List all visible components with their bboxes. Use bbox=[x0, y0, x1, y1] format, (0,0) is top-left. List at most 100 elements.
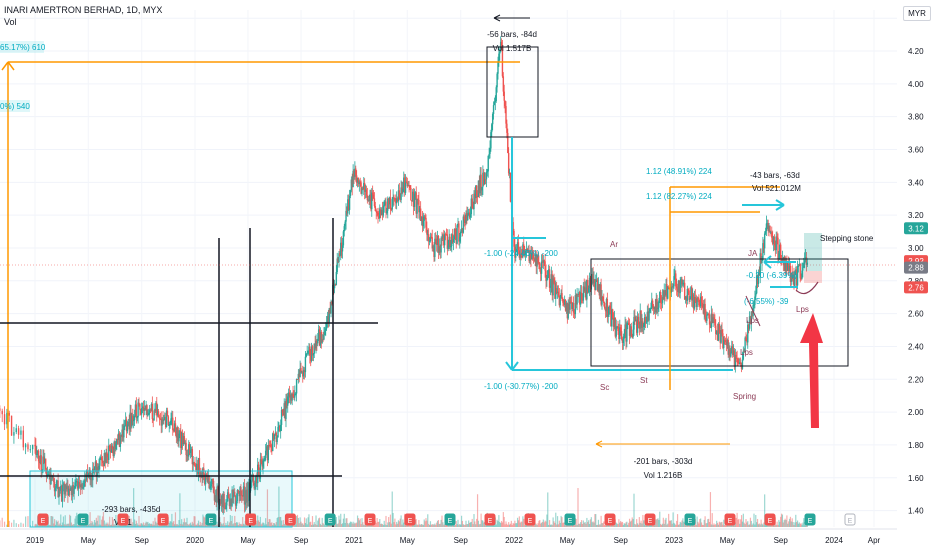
volume-bar bbox=[573, 524, 576, 527]
candle-body bbox=[244, 490, 247, 505]
volume-bar bbox=[265, 518, 267, 527]
candle-body bbox=[356, 177, 359, 183]
y-tick-label: 3.60 bbox=[908, 146, 924, 155]
volume-bar bbox=[776, 521, 778, 527]
volume-bar bbox=[91, 520, 93, 527]
candle-body bbox=[142, 406, 145, 411]
volume-bar bbox=[547, 492, 549, 527]
volume-bar bbox=[500, 523, 502, 527]
candle-body bbox=[660, 302, 663, 304]
candle-body bbox=[403, 177, 405, 190]
price-badge-label: 2.76 bbox=[908, 283, 924, 292]
candle-body bbox=[456, 225, 458, 244]
candle-body bbox=[343, 226, 345, 232]
candle-body bbox=[382, 206, 385, 216]
volume-bar bbox=[554, 522, 556, 527]
candle-body bbox=[136, 417, 138, 419]
volume-bar bbox=[309, 522, 311, 527]
volume-bar bbox=[67, 523, 69, 527]
volume-bar bbox=[635, 524, 637, 527]
volume-bar bbox=[6, 524, 8, 527]
candle-body bbox=[427, 234, 430, 242]
volume-bar bbox=[83, 524, 85, 527]
candle-body bbox=[772, 236, 775, 244]
volume-bar bbox=[578, 523, 580, 527]
candle-body bbox=[200, 473, 202, 476]
candle-body bbox=[391, 199, 393, 210]
candle-body bbox=[722, 333, 724, 348]
volume-bar bbox=[300, 521, 302, 527]
volume-bar bbox=[10, 522, 13, 527]
candle-body bbox=[131, 415, 133, 427]
candle-body bbox=[655, 299, 657, 313]
earnings-marker-label: E bbox=[768, 518, 773, 525]
candle-body bbox=[126, 424, 129, 432]
volume-bar bbox=[279, 516, 281, 527]
candle-body bbox=[387, 198, 389, 211]
candle-body bbox=[696, 298, 698, 307]
volume-bar bbox=[615, 522, 617, 527]
earnings-marker bbox=[37, 513, 49, 526]
volume-bar bbox=[801, 524, 803, 527]
candle-body bbox=[370, 194, 372, 210]
volume-bar bbox=[678, 524, 680, 527]
candle-body bbox=[406, 182, 409, 187]
volume-bar bbox=[580, 522, 582, 527]
volume-bar bbox=[559, 522, 561, 527]
candle-body bbox=[166, 410, 169, 417]
volume-bar bbox=[514, 520, 516, 527]
candle-body bbox=[290, 394, 292, 401]
volume-bar bbox=[507, 524, 509, 527]
volume-bar bbox=[800, 523, 802, 527]
candle-body bbox=[379, 209, 381, 219]
volume-bar bbox=[752, 523, 754, 527]
currency-button[interactable]: MYR bbox=[903, 6, 931, 21]
volume-bar bbox=[315, 515, 317, 527]
volume-bar bbox=[724, 524, 726, 527]
candle-body bbox=[556, 291, 559, 294]
candle-body bbox=[492, 105, 495, 115]
candle-body bbox=[416, 198, 418, 214]
candle-body bbox=[124, 425, 126, 427]
candle-body bbox=[534, 254, 537, 261]
candle-body bbox=[148, 412, 150, 415]
volume-bar bbox=[344, 523, 346, 527]
volume-bar bbox=[478, 524, 480, 527]
candle-body bbox=[569, 301, 571, 310]
candle-body bbox=[190, 448, 193, 450]
volume-bar bbox=[754, 524, 756, 527]
volume-bar bbox=[513, 523, 515, 527]
volume-bar bbox=[322, 522, 324, 527]
candle-body bbox=[726, 339, 729, 346]
candle-body bbox=[764, 231, 767, 234]
volume-bar bbox=[397, 520, 400, 527]
volume-bar bbox=[87, 524, 89, 527]
candle-body bbox=[617, 326, 619, 331]
candle-body bbox=[108, 445, 111, 451]
volume-bar bbox=[22, 523, 24, 527]
volume-bar bbox=[575, 518, 577, 527]
volume-bar bbox=[426, 520, 428, 527]
candle-body bbox=[607, 314, 609, 317]
label-lps: Lps bbox=[740, 348, 753, 357]
candle-body bbox=[171, 417, 173, 419]
earnings-marker-label: E bbox=[368, 518, 373, 525]
volume-bar bbox=[192, 523, 194, 527]
fib-label-bg bbox=[0, 41, 44, 53]
volume-bar bbox=[605, 524, 608, 527]
stepping-stone-loss bbox=[804, 271, 822, 283]
volume-bar bbox=[131, 524, 133, 527]
candle-body bbox=[250, 480, 253, 488]
volume-bar bbox=[438, 523, 440, 527]
candle-body bbox=[454, 228, 457, 237]
candle-body bbox=[575, 295, 577, 305]
candle-body bbox=[541, 261, 544, 263]
candle-body bbox=[62, 483, 65, 486]
volume-bar bbox=[241, 524, 243, 527]
volume-bar bbox=[65, 524, 67, 527]
volume-bar bbox=[682, 518, 684, 527]
candle-body bbox=[641, 321, 643, 328]
volume-bar bbox=[318, 517, 321, 527]
y-tick-label: 2.40 bbox=[908, 342, 924, 351]
